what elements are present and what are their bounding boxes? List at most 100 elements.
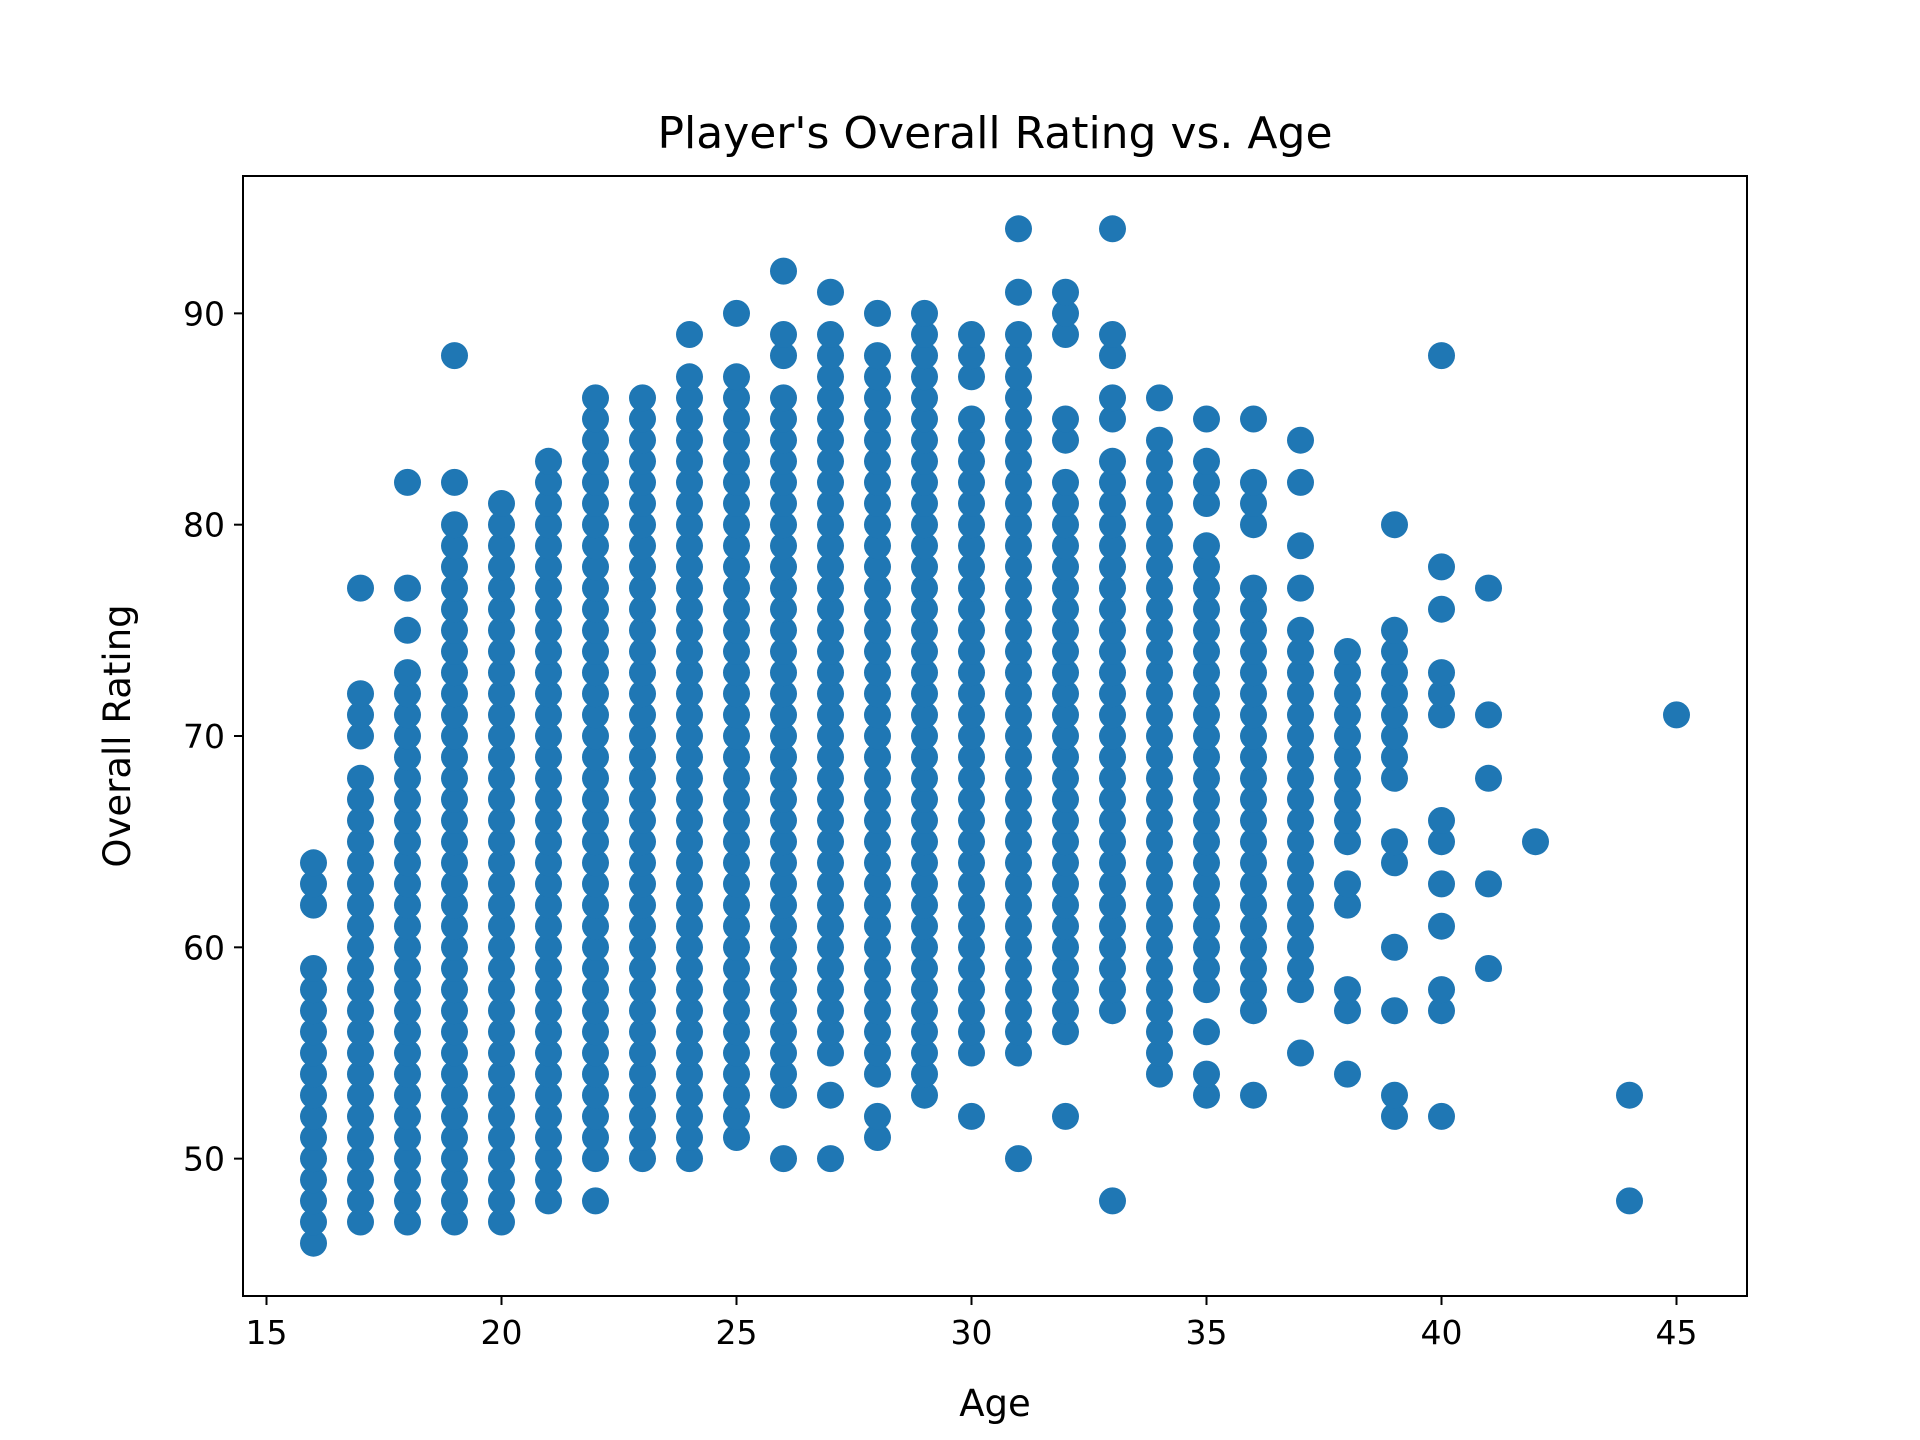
data-point [1428, 680, 1455, 708]
data-point [441, 595, 468, 623]
data-point [723, 997, 750, 1025]
data-point [1099, 659, 1126, 687]
data-point [488, 574, 515, 602]
data-point [676, 321, 703, 348]
data-point [300, 1060, 327, 1088]
data-point [1099, 722, 1126, 750]
data-point [770, 616, 797, 644]
data-point [911, 553, 938, 581]
data-point [723, 384, 750, 412]
data-point [347, 1208, 374, 1236]
data-point [1193, 722, 1220, 750]
data-point [864, 785, 891, 813]
data-point [441, 891, 468, 919]
data-point [676, 511, 703, 539]
data-point [629, 976, 656, 1004]
data-point [347, 955, 374, 982]
data-point [676, 426, 703, 454]
data-point [441, 616, 468, 644]
data-point [441, 743, 468, 771]
data-point [1052, 743, 1079, 771]
data-point [488, 680, 515, 708]
data-point [1146, 553, 1173, 581]
data-point [488, 1166, 515, 1194]
data-point [958, 828, 985, 856]
data-point [1240, 933, 1267, 961]
data-point [441, 785, 468, 813]
data-point [864, 299, 891, 327]
data-point [911, 743, 938, 771]
data-point [958, 616, 985, 644]
data-point [1005, 849, 1032, 877]
data-point [488, 616, 515, 644]
data-point [1287, 891, 1314, 919]
data-point [347, 976, 374, 1004]
data-point [535, 595, 562, 623]
data-point [488, 828, 515, 856]
data-point [441, 807, 468, 834]
data-point [1099, 828, 1126, 856]
data-point [911, 976, 938, 1004]
data-point [394, 997, 421, 1025]
data-point [958, 680, 985, 708]
data-point [1381, 680, 1408, 708]
data-point [629, 511, 656, 539]
data-point [1334, 701, 1361, 729]
data-point [1240, 1081, 1267, 1109]
data-point [676, 997, 703, 1025]
data-point [911, 701, 938, 729]
data-point [1193, 870, 1220, 898]
data-point [1052, 870, 1079, 898]
data-point [958, 659, 985, 687]
data-point [1099, 743, 1126, 771]
data-point [535, 785, 562, 813]
data-point [441, 933, 468, 961]
data-point [1240, 490, 1267, 517]
data-point [864, 1102, 891, 1130]
data-point [1428, 828, 1455, 856]
data-point [441, 1102, 468, 1130]
data-point [629, 574, 656, 602]
data-point [770, 490, 797, 517]
data-point [1146, 722, 1173, 750]
data-point [817, 722, 844, 750]
data-point [770, 321, 797, 348]
data-point [676, 616, 703, 644]
data-point [864, 426, 891, 454]
data-point [1475, 574, 1502, 602]
data-point [1052, 468, 1079, 496]
x-tick-label: 30 [951, 1313, 993, 1352]
data-point [629, 1060, 656, 1088]
data-point [1052, 532, 1079, 560]
data-point [770, 785, 797, 813]
data-point [911, 828, 938, 856]
data-point [488, 1145, 515, 1173]
data-point [958, 849, 985, 877]
data-point [488, 638, 515, 665]
data-point [1099, 976, 1126, 1004]
data-point [582, 1018, 609, 1046]
data-point [958, 807, 985, 834]
data-point [1428, 553, 1455, 581]
data-point [1287, 828, 1314, 856]
data-point [1381, 764, 1408, 792]
data-point [1052, 785, 1079, 813]
data-point [1146, 1018, 1173, 1046]
data-point [1146, 1060, 1173, 1088]
x-tick-label: 25 [716, 1313, 758, 1352]
data-point [676, 595, 703, 623]
data-point [629, 849, 656, 877]
data-point [582, 1124, 609, 1151]
data-point [488, 849, 515, 877]
data-point [864, 447, 891, 475]
data-point [723, 1102, 750, 1130]
data-point [911, 299, 938, 327]
data-point [1428, 807, 1455, 834]
data-point [488, 891, 515, 919]
data-point [488, 1060, 515, 1088]
data-point [864, 616, 891, 644]
data-point [1616, 1187, 1643, 1215]
data-point [1428, 342, 1455, 370]
data-point [1099, 342, 1126, 370]
